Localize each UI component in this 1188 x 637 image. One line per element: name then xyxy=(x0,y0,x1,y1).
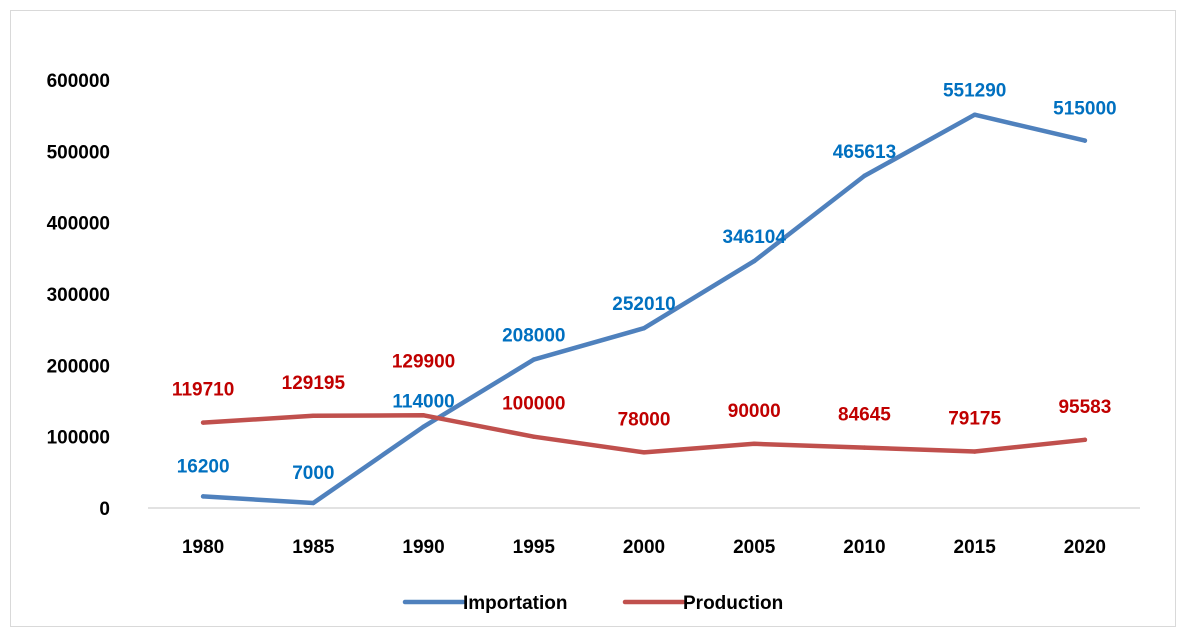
legend-label: Importation xyxy=(463,593,568,614)
data-label-production: 95583 xyxy=(1058,397,1111,418)
data-label-production: 119710 xyxy=(172,380,234,401)
y-tick-label: 300000 xyxy=(47,285,110,306)
data-point xyxy=(641,326,647,331)
data-point xyxy=(531,357,536,362)
data-label-importation: 208000 xyxy=(502,326,565,347)
y-tick-label: 100000 xyxy=(47,428,110,449)
legend: Importation Production xyxy=(402,593,783,614)
data-label-production: 78000 xyxy=(618,409,671,430)
x-tick-label: 2015 xyxy=(954,537,997,558)
data-point xyxy=(862,173,867,179)
data-point xyxy=(862,445,867,450)
data-label-production: 84645 xyxy=(838,405,891,426)
legend-item-production: Production xyxy=(622,593,783,614)
data-label-importation: 346104 xyxy=(723,227,787,248)
data-label-importation: 16200 xyxy=(177,456,230,477)
chart-frame xyxy=(10,10,1176,627)
x-tick-label: 2020 xyxy=(1064,537,1106,558)
data-label-production: 100000 xyxy=(502,394,565,415)
data-point xyxy=(972,449,977,454)
data-point xyxy=(200,420,206,425)
data-label-importation: 515000 xyxy=(1053,99,1116,120)
data-point xyxy=(311,500,316,506)
data-label-production: 90000 xyxy=(728,401,781,422)
y-tick-label: 200000 xyxy=(47,356,110,377)
y-tick-label: 0 xyxy=(99,499,110,520)
data-point xyxy=(1082,138,1088,143)
x-tick-label: 1990 xyxy=(402,537,444,558)
data-point xyxy=(200,494,206,499)
data-point xyxy=(421,424,426,429)
y-tick-label: 500000 xyxy=(47,142,110,163)
data-label-importation: 114000 xyxy=(392,392,454,413)
data-label-importation: 465613 xyxy=(833,142,896,163)
data-point xyxy=(752,258,757,264)
data-point xyxy=(1082,437,1088,443)
data-label-importation: 7000 xyxy=(292,463,334,484)
data-label-production: 129900 xyxy=(392,351,455,372)
y-tick-label: 600000 xyxy=(47,71,110,92)
data-label-production: 129195 xyxy=(282,373,346,394)
data-label-importation: 252010 xyxy=(612,294,675,315)
x-tick-label: 1985 xyxy=(292,537,335,558)
x-tick-label: 2005 xyxy=(733,537,776,558)
x-tick-label: 1995 xyxy=(513,537,556,558)
data-point xyxy=(421,413,426,418)
data-point xyxy=(752,441,757,446)
legend-item-importation: Importation xyxy=(402,593,568,614)
data-label-importation: 551290 xyxy=(943,81,1006,102)
data-point xyxy=(311,413,316,419)
x-tick-label: 1980 xyxy=(182,537,224,558)
data-labels: 16200 7000 114000 208000 252010 346104 465613 5… xyxy=(172,81,1117,484)
data-label-production: 79175 xyxy=(948,409,1001,430)
series-layer xyxy=(200,112,1088,506)
data-point xyxy=(531,434,536,439)
legend-label: Production xyxy=(683,593,783,614)
x-tick-label: 2010 xyxy=(843,537,885,558)
x-tick-label: 2000 xyxy=(623,537,665,558)
y-tick-labels: 0 100000 200000 300000 400000 500000 600000 xyxy=(47,71,110,520)
x-tick-labels: 1980 1985 1990 1995 2000 2005 2010 2015 2020 xyxy=(182,537,1106,558)
y-tick-label: 400000 xyxy=(47,214,110,235)
data-point xyxy=(972,112,977,117)
data-point xyxy=(641,450,647,455)
